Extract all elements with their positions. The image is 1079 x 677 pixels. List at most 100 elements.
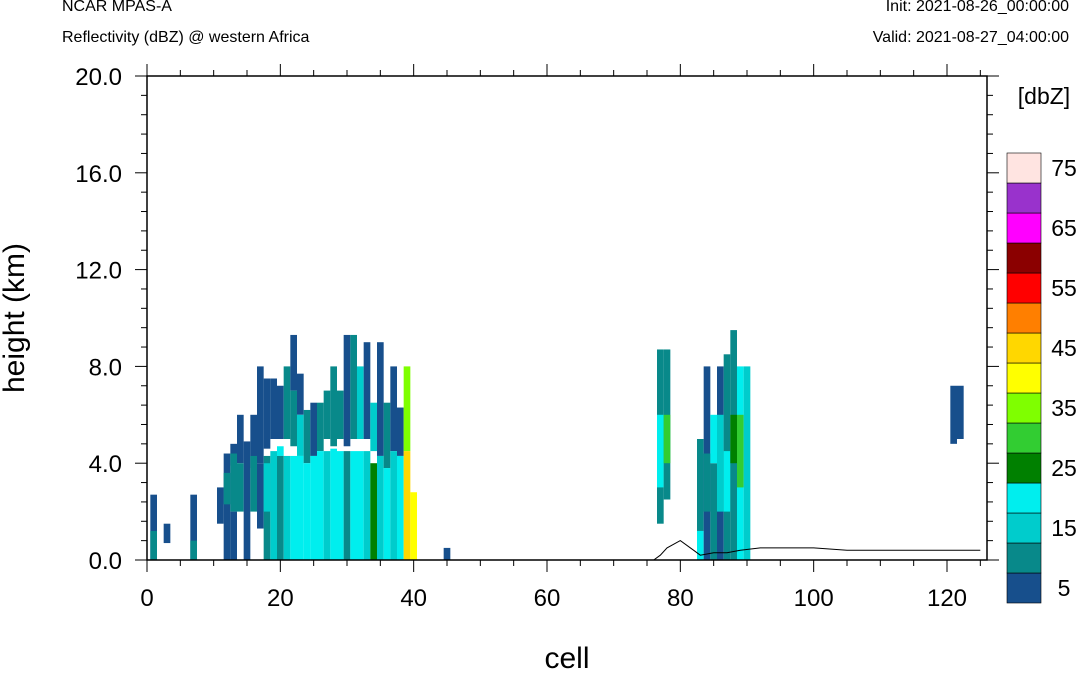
reflectivity-cell [363,342,371,439]
x-tick-label: 20 [267,585,294,612]
reflectivity-cell [390,451,397,560]
reflectivity-cell [297,373,304,415]
reflectivity-cell [363,451,371,560]
colorbar-unit: [dbZ] [1018,83,1070,109]
reflectivity-cell [297,414,304,456]
reflectivity-cell [743,366,751,560]
reflectivity-cell [350,451,357,560]
y-tick-label: 0.0 [89,548,122,575]
reflectivity-cell [257,463,264,529]
reflectivity-cell [657,414,664,488]
reflectivity-cell [323,390,331,439]
reflectivity-cell [737,414,744,488]
colorbar-label: 25 [1051,455,1077,481]
reflectivity-cell [317,451,324,560]
colorbar-box [1006,302,1042,334]
reflectivity-cell [357,451,364,560]
x-tick-label: 0 [140,585,153,612]
reflectivity-cell [230,453,237,512]
reflectivity-cell [250,414,257,469]
reflectivity-cell [150,530,157,560]
y-axis-label: height (km) [0,243,31,393]
reflectivity-cell [277,385,284,439]
reflectivity-cell [263,378,271,449]
reflectivity-cell [303,463,311,560]
reflectivity-cell [223,453,231,560]
reflectivity-cell [730,414,737,464]
reflectivity-cell [257,366,264,464]
reflectivity-cell [283,366,291,439]
y-tick-label: 12.0 [75,258,122,285]
x-tick-label: 60 [534,585,561,612]
colorbar-box [1006,452,1042,484]
colorbar-box [1006,332,1042,364]
y-tick-label: 8.0 [89,354,122,381]
colorbar-box [1006,512,1042,544]
reflectivity-cell [217,487,224,524]
reflectivity-cell [237,414,244,464]
colorbar-label: 45 [1051,335,1077,361]
reflectivity-cell [403,451,411,560]
reflectivity-cell [357,366,364,439]
reflectivity-cell [290,334,297,391]
reflectivity-cell [410,492,417,560]
colorbar-box [1006,362,1042,394]
reflectivity-cell [663,414,671,464]
reflectivity-cell [723,451,731,512]
plot-frame [146,75,988,561]
reflectivity-cell [277,455,284,560]
reflectivity-cell [290,455,297,560]
reflectivity-cell [190,540,197,560]
reflectivity-cell [337,451,344,560]
colorbar-box [1006,422,1042,454]
reflectivity-cell [310,402,317,456]
colorbar-box [1006,152,1042,184]
reflectivity-cell [703,453,711,512]
colorbar-box [1006,392,1042,424]
valid-time: Valid: 2021-08-27_04:00:00 [872,29,1069,46]
reflectivity-cell [330,448,337,560]
reflectivity-cell [377,455,384,560]
reflectivity-cell [243,499,251,560]
init-time: Init: 2021-08-26_00:00:00 [885,0,1069,15]
reflectivity-cell [397,407,404,456]
reflectivity-cell [270,451,277,560]
reflectivity-cell [370,402,377,452]
x-tick-label: 80 [667,585,694,612]
reflectivity-cell [237,463,244,512]
reflectivity-cell [263,463,271,512]
colorbar-label: 55 [1051,275,1077,301]
reflectivity-cell [303,409,311,464]
reflectivity-cell [223,472,231,505]
x-tick-label: 100 [794,585,834,612]
reflectivity-cell [250,455,257,512]
reflectivity-cell [383,468,391,560]
reflectivity-cell [330,366,337,447]
reflectivity-cell [310,455,317,560]
colorbar-box [1006,572,1042,604]
colorbar-label: 5 [1058,575,1071,601]
colorbar-label: 35 [1051,395,1077,421]
colorbar-label: 75 [1051,155,1077,181]
colorbar-box [1006,482,1042,514]
reflectivity-cell [710,414,717,464]
reflectivity-cell [717,414,724,512]
reflectivity-cell [957,385,964,439]
reflectivity-cell [337,390,344,439]
reflectivity-cell [290,390,297,447]
reflectivity-cell [397,455,404,560]
reflectivity-cell [317,402,324,452]
reflectivity-cell [697,530,704,560]
colorbar-label: 15 [1051,515,1077,541]
field-subtitle: Reflectivity (dBZ) @ western Africa [62,29,310,46]
reflectivity-cell [443,547,451,560]
model-title: NCAR MPAS-A [62,0,172,15]
reflectivity-cell [323,451,331,560]
reflectivity-cell [370,463,377,560]
reflectivity-cell [390,366,397,452]
colorbar-box [1006,212,1042,244]
x-axis-label: cell [544,642,589,675]
colorbar-box [1006,272,1042,304]
colorbar-box [1006,242,1042,274]
reflectivity-cell [297,455,304,560]
